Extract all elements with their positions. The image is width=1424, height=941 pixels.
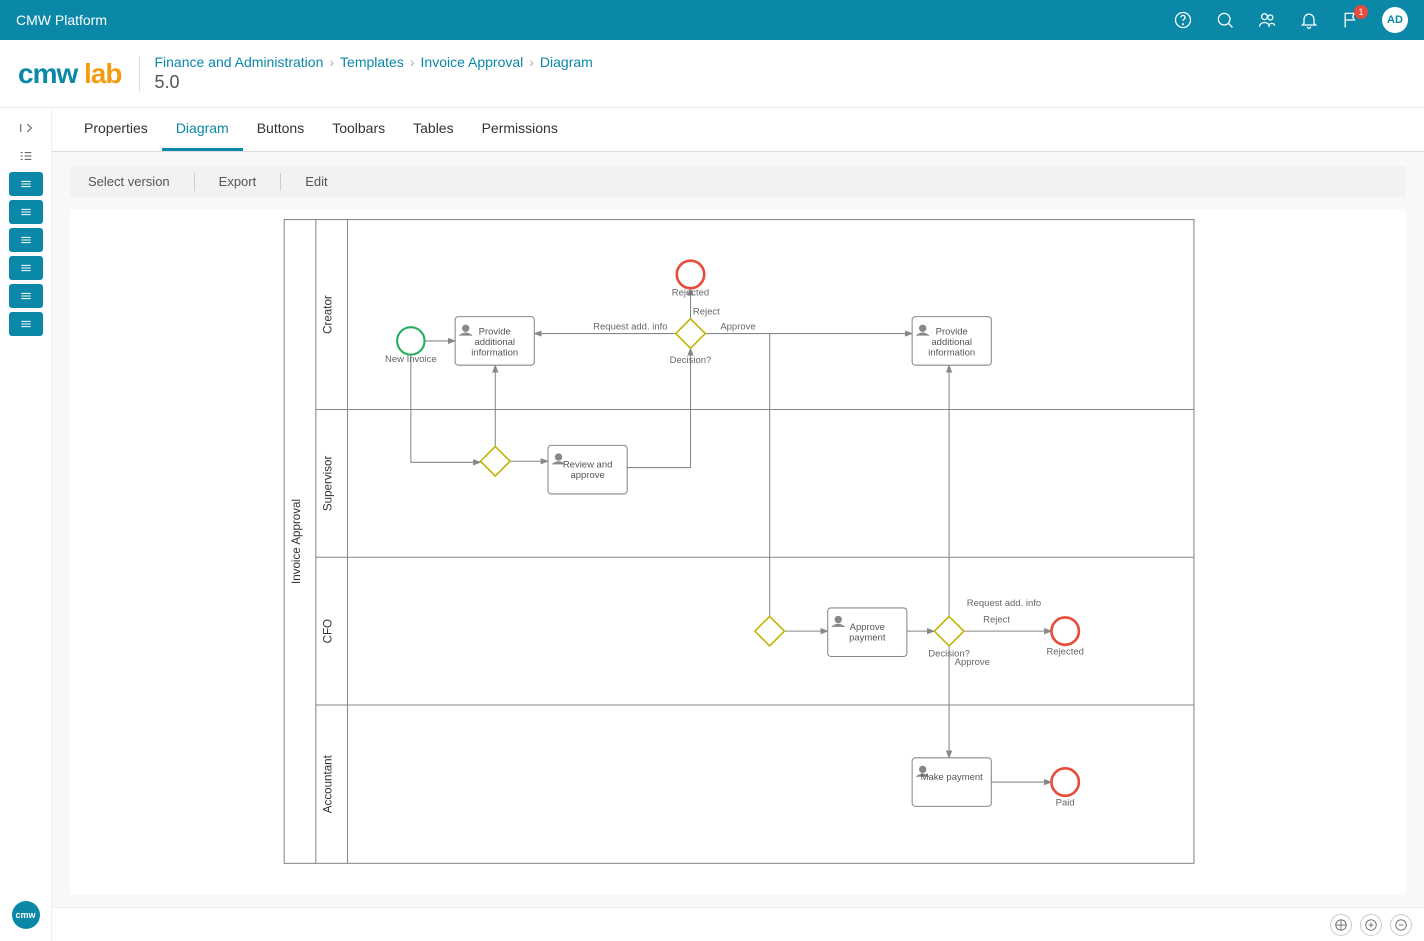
select-version-button[interactable]: Select version (80, 172, 178, 191)
svg-text:approve: approve (570, 470, 604, 481)
svg-text:Approve: Approve (850, 622, 885, 633)
tabs: Properties Diagram Buttons Toolbars Tabl… (52, 108, 1424, 152)
users-icon[interactable] (1256, 9, 1278, 31)
breadcrumb-item-0[interactable]: Finance and Administration (154, 54, 323, 70)
logo-divider (139, 56, 140, 92)
chevron-right-icon: › (329, 54, 334, 70)
divider (280, 173, 281, 191)
main: Properties Diagram Buttons Toolbars Tabl… (52, 108, 1424, 941)
svg-text:Request add. info: Request add. info (967, 598, 1041, 609)
avatar[interactable]: AD (1382, 7, 1408, 33)
app-title: CMW Platform (16, 12, 1172, 28)
lane-label: CFO (322, 619, 335, 643)
sidebar-item-2[interactable] (9, 200, 43, 224)
notification-badge: 1 (1354, 5, 1368, 19)
svg-text:Rejected: Rejected (1046, 646, 1083, 657)
svg-text:Rejected: Rejected (672, 288, 709, 299)
logo: cmw lab (18, 58, 121, 90)
svg-text:New Invoice: New Invoice (385, 354, 437, 365)
bottombar (52, 907, 1424, 941)
logo-part1: cmw (18, 58, 77, 89)
breadcrumb-item-1[interactable]: Templates (340, 54, 404, 70)
collapse-icon[interactable] (9, 116, 43, 140)
diagram-canvas[interactable]: Invoice Approval Creator Supervisor CFO Acco… (70, 209, 1406, 895)
zoom-out-icon[interactable] (1390, 914, 1412, 936)
svg-text:payment: payment (849, 633, 886, 644)
svg-text:Decision?: Decision? (670, 355, 712, 366)
version-label: 5.0 (154, 72, 592, 93)
sidebar-item-5[interactable] (9, 284, 43, 308)
svg-text:Provide: Provide (479, 327, 511, 338)
diagram-toolbar: Select version Export Edit (70, 166, 1406, 197)
lane-label: Accountant (322, 754, 335, 813)
breadcrumb-item-2[interactable]: Invoice Approval (421, 54, 524, 70)
sidebar-item-4[interactable] (9, 256, 43, 280)
tab-permissions[interactable]: Permissions (468, 108, 572, 151)
export-button[interactable]: Export (211, 172, 265, 191)
search-icon[interactable] (1214, 9, 1236, 31)
sidebar-brand-icon[interactable]: cmw (12, 901, 40, 929)
bell-icon[interactable] (1298, 9, 1320, 31)
svg-text:Reject: Reject (693, 307, 720, 318)
bpmn-svg: Invoice Approval Creator Supervisor CFO Acco… (70, 209, 1406, 895)
pool-label: Invoice Approval (290, 499, 303, 584)
sidebar: cmw (0, 108, 52, 941)
svg-text:information: information (471, 348, 518, 359)
breadcrumb-item-3[interactable]: Diagram (540, 54, 593, 70)
svg-text:additional: additional (931, 337, 972, 348)
svg-text:Reject: Reject (983, 615, 1010, 626)
zoom-fit-icon[interactable] (1330, 914, 1352, 936)
divider (194, 173, 195, 191)
layout: cmw Properties Diagram Buttons Toolbars … (0, 108, 1424, 941)
svg-text:Provide: Provide (936, 327, 968, 338)
tab-tables[interactable]: Tables (399, 108, 467, 151)
help-icon[interactable] (1172, 9, 1194, 31)
tab-toolbars[interactable]: Toolbars (318, 108, 399, 151)
svg-text:Approve: Approve (720, 321, 755, 332)
flag-icon[interactable]: 1 (1340, 9, 1362, 31)
chevron-right-icon: › (410, 54, 415, 70)
tab-diagram[interactable]: Diagram (162, 108, 243, 151)
logo-part2: lab (77, 58, 121, 89)
topbar-icons: 1 AD (1172, 7, 1408, 33)
lane-label: Supervisor (322, 456, 335, 512)
sidebar-item-3[interactable] (9, 228, 43, 252)
topbar: CMW Platform 1 AD (0, 0, 1424, 40)
svg-text:Make payment: Make payment (921, 772, 984, 783)
svg-text:Decision?: Decision? (928, 648, 970, 659)
sidebar-item-1[interactable] (9, 172, 43, 196)
zoom-in-icon[interactable] (1360, 914, 1382, 936)
svg-text:Review and: Review and (563, 460, 613, 471)
header: cmw lab Finance and Administration › Tem… (0, 40, 1424, 108)
edit-button[interactable]: Edit (297, 172, 335, 191)
lane-label: Creator (322, 295, 335, 334)
chevron-right-icon: › (529, 54, 534, 70)
svg-text:Request add. info: Request add. info (593, 321, 667, 332)
tab-properties[interactable]: Properties (70, 108, 162, 151)
svg-text:Paid: Paid (1056, 797, 1075, 808)
sidebar-item-6[interactable] (9, 312, 43, 336)
svg-text:additional: additional (474, 337, 515, 348)
tab-buttons[interactable]: Buttons (243, 108, 318, 151)
list-icon[interactable] (9, 144, 43, 168)
svg-text:information: information (928, 348, 975, 359)
breadcrumb-row: Finance and Administration › Templates ›… (154, 54, 592, 70)
breadcrumb: Finance and Administration › Templates ›… (154, 54, 592, 93)
